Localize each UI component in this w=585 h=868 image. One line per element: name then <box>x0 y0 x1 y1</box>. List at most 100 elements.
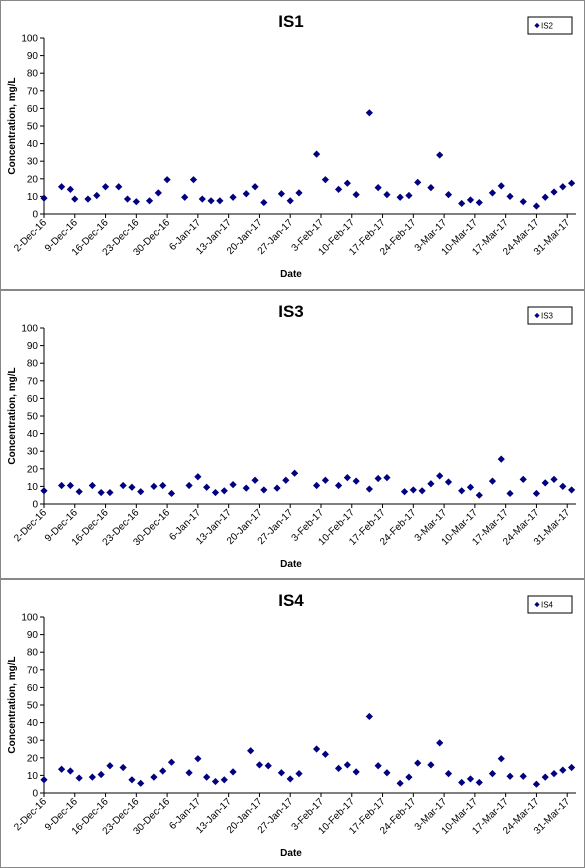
data-point <box>295 189 303 197</box>
data-point <box>458 778 466 787</box>
data-point <box>185 481 193 490</box>
data-point <box>255 761 264 769</box>
data-point <box>163 176 171 184</box>
legend-marker <box>534 22 540 29</box>
data-point <box>101 183 110 191</box>
data-point <box>97 770 105 779</box>
data-point <box>506 772 514 780</box>
data-point <box>154 189 162 197</box>
data-point <box>220 776 228 784</box>
y-tick-label: 100 <box>21 34 38 45</box>
data-point <box>418 487 426 495</box>
data-point <box>427 761 435 769</box>
data-point <box>475 198 483 207</box>
data-point <box>488 770 497 778</box>
data-point <box>119 763 127 772</box>
data-point <box>159 767 167 775</box>
y-tick-label: 20 <box>27 464 39 475</box>
data-point <box>343 474 351 482</box>
data-point <box>352 191 360 199</box>
x-axis-title: Date <box>280 269 302 280</box>
data-point <box>286 197 294 205</box>
legend-label: IS2 <box>541 22 554 31</box>
x-axis-title: Date <box>280 559 302 570</box>
data-point <box>203 773 211 781</box>
y-tick-label: 10 <box>27 482 39 493</box>
legend: IS3 <box>527 306 573 325</box>
legend-box <box>527 595 573 614</box>
data-point <box>436 151 444 159</box>
y-tick-label: 50 <box>27 412 39 423</box>
data-point <box>159 481 167 490</box>
y-axis-title: Concentration, mg/L <box>7 77 18 174</box>
data-point <box>115 183 123 191</box>
data-point <box>198 195 206 203</box>
data-point <box>207 197 215 205</box>
data-point <box>137 779 145 787</box>
chart-panel-is3: IS3 0 10 20 30 40 50 60 70 80 90 100 2-Dec-16 9-Dec-1… <box>0 290 585 579</box>
data-point <box>541 479 549 487</box>
data-point <box>229 193 237 201</box>
data-point <box>383 474 391 482</box>
data-point <box>414 759 422 767</box>
legend-marker <box>534 601 540 608</box>
data-point <box>409 486 417 494</box>
y-tick-label: 30 <box>27 736 39 747</box>
legend: IS4 <box>527 595 573 614</box>
y-tick-label: 90 <box>27 630 39 641</box>
chart-panel-is1: IS1 0 10 20 30 40 50 60 70 80 90 100 2-Dec-16 9-Dec-1… <box>0 0 585 290</box>
data-point <box>75 774 83 782</box>
data-point <box>40 776 48 784</box>
data-point <box>84 195 92 203</box>
y-tick-label: 50 <box>27 701 39 712</box>
data-point <box>559 183 567 191</box>
data-point <box>260 486 268 494</box>
y-tick-label: 10 <box>27 771 39 782</box>
data-point <box>334 764 343 772</box>
data-point <box>427 480 435 488</box>
y-tick-label: 50 <box>27 122 39 133</box>
data-point <box>321 750 329 758</box>
data-point <box>211 777 220 786</box>
x-axis-title: Date <box>280 848 302 859</box>
data-point <box>550 188 558 196</box>
data-point <box>374 474 382 483</box>
y-tick-label: 0 <box>32 789 38 800</box>
data-point <box>343 179 351 187</box>
data-point <box>559 766 567 774</box>
data-point <box>185 769 193 777</box>
data-point <box>242 484 250 492</box>
data-point <box>88 481 96 490</box>
data-point <box>260 198 268 207</box>
data-point <box>568 486 576 494</box>
legend: IS2 <box>527 16 573 35</box>
data-point <box>383 191 391 199</box>
data-point <box>150 482 158 490</box>
data-point <box>444 478 453 486</box>
data-point <box>312 745 321 753</box>
data-point <box>189 176 198 184</box>
data-point <box>458 199 466 208</box>
y-tick-label: 40 <box>27 139 39 150</box>
data-point <box>506 192 514 200</box>
data-point <box>295 770 303 778</box>
data-point <box>334 481 343 490</box>
chart-svg-is3: IS301020304050607080901002-Dec-169-Dec-1… <box>7 302 576 570</box>
data-point <box>75 488 83 496</box>
y-tick-label: 20 <box>27 174 39 185</box>
data-point <box>106 762 114 770</box>
data-point <box>352 477 360 485</box>
data-point <box>277 190 286 198</box>
data-point <box>550 770 558 778</box>
data-point <box>427 184 435 192</box>
data-point <box>97 488 105 497</box>
data-point <box>220 487 228 495</box>
data-point <box>396 193 404 201</box>
data-point <box>343 761 351 769</box>
data-point <box>383 769 391 777</box>
legend-label: IS3 <box>541 312 554 321</box>
data-point <box>550 475 558 483</box>
data-point <box>568 179 576 187</box>
y-tick-label: 40 <box>27 718 39 729</box>
data-point <box>541 773 549 781</box>
